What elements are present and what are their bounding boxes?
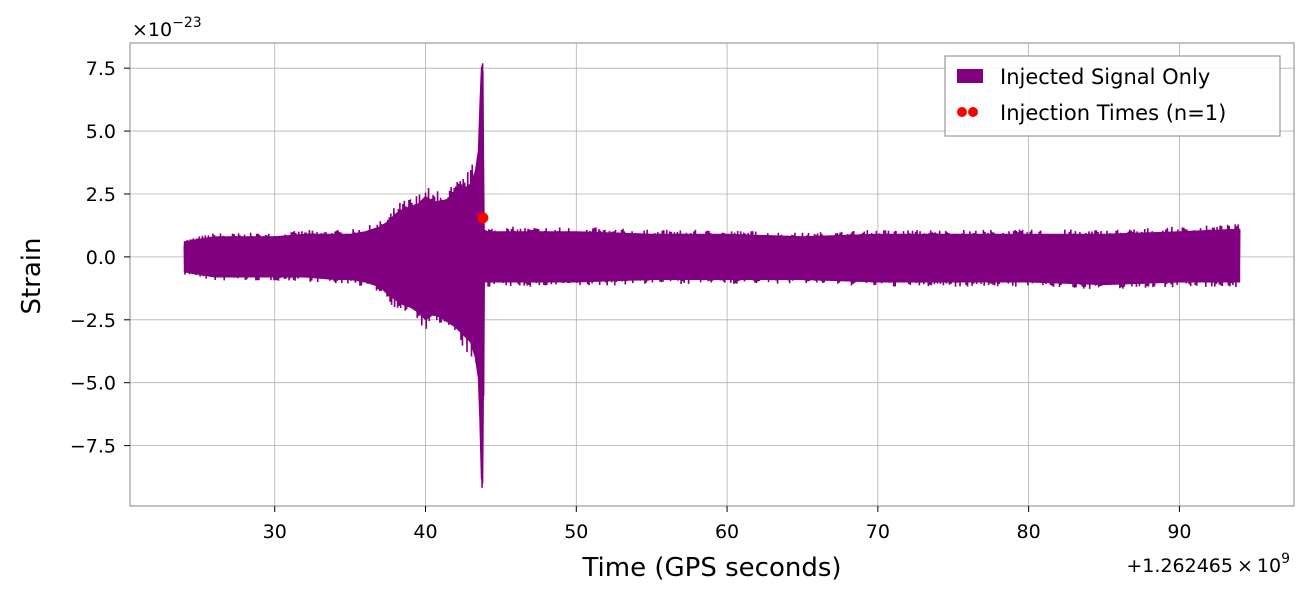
x-axis-label: Time (GPS seconds) [581,553,841,583]
x-tick-label: 50 [564,521,588,543]
injection-time-point [477,212,489,224]
strain-trace [183,71,1241,488]
legend-marker-injection-times-b [968,107,978,117]
x-tick-label: 60 [715,521,739,543]
x-offset-label: +1.262465 × 109 [1126,551,1290,577]
y-tick-label: −7.5 [70,436,116,458]
x-tick-label: 30 [263,521,287,543]
y-tick-label: 5.0 [86,121,116,143]
legend-swatch-injected-signal [957,69,983,83]
y-scale-label: ×10−23 [132,15,202,41]
y-tick-label: −2.5 [70,310,116,332]
y-axis-ticks: −7.5 −5.0 −2.5 0.0 2.5 5.0 7.5 [70,58,130,458]
legend-label-injection-times: Injection Times (n=1) [1000,101,1226,125]
legend-marker-injection-times-a [957,107,967,117]
legend-frame [944,55,1281,137]
y-tick-label: 2.5 [86,184,116,206]
legend: Injected Signal Only Injection Times (n=… [944,55,1281,137]
y-tick-label: −5.0 [70,373,116,395]
x-axis-ticks: 30 40 50 60 70 80 90 [263,506,1192,543]
x-tick-label: 40 [413,521,437,543]
x-tick-label: 90 [1167,521,1191,543]
x-tick-label: 80 [1017,521,1041,543]
plot-frame [129,42,1295,507]
legend-label-injected-signal: Injected Signal Only [1000,65,1210,89]
plot-area [183,62,1241,488]
y-tick-label: 7.5 [86,58,116,80]
x-tick-label: 70 [866,521,890,543]
y-tick-label: 0.0 [86,247,116,269]
y-axis-label: Strain [17,237,47,314]
